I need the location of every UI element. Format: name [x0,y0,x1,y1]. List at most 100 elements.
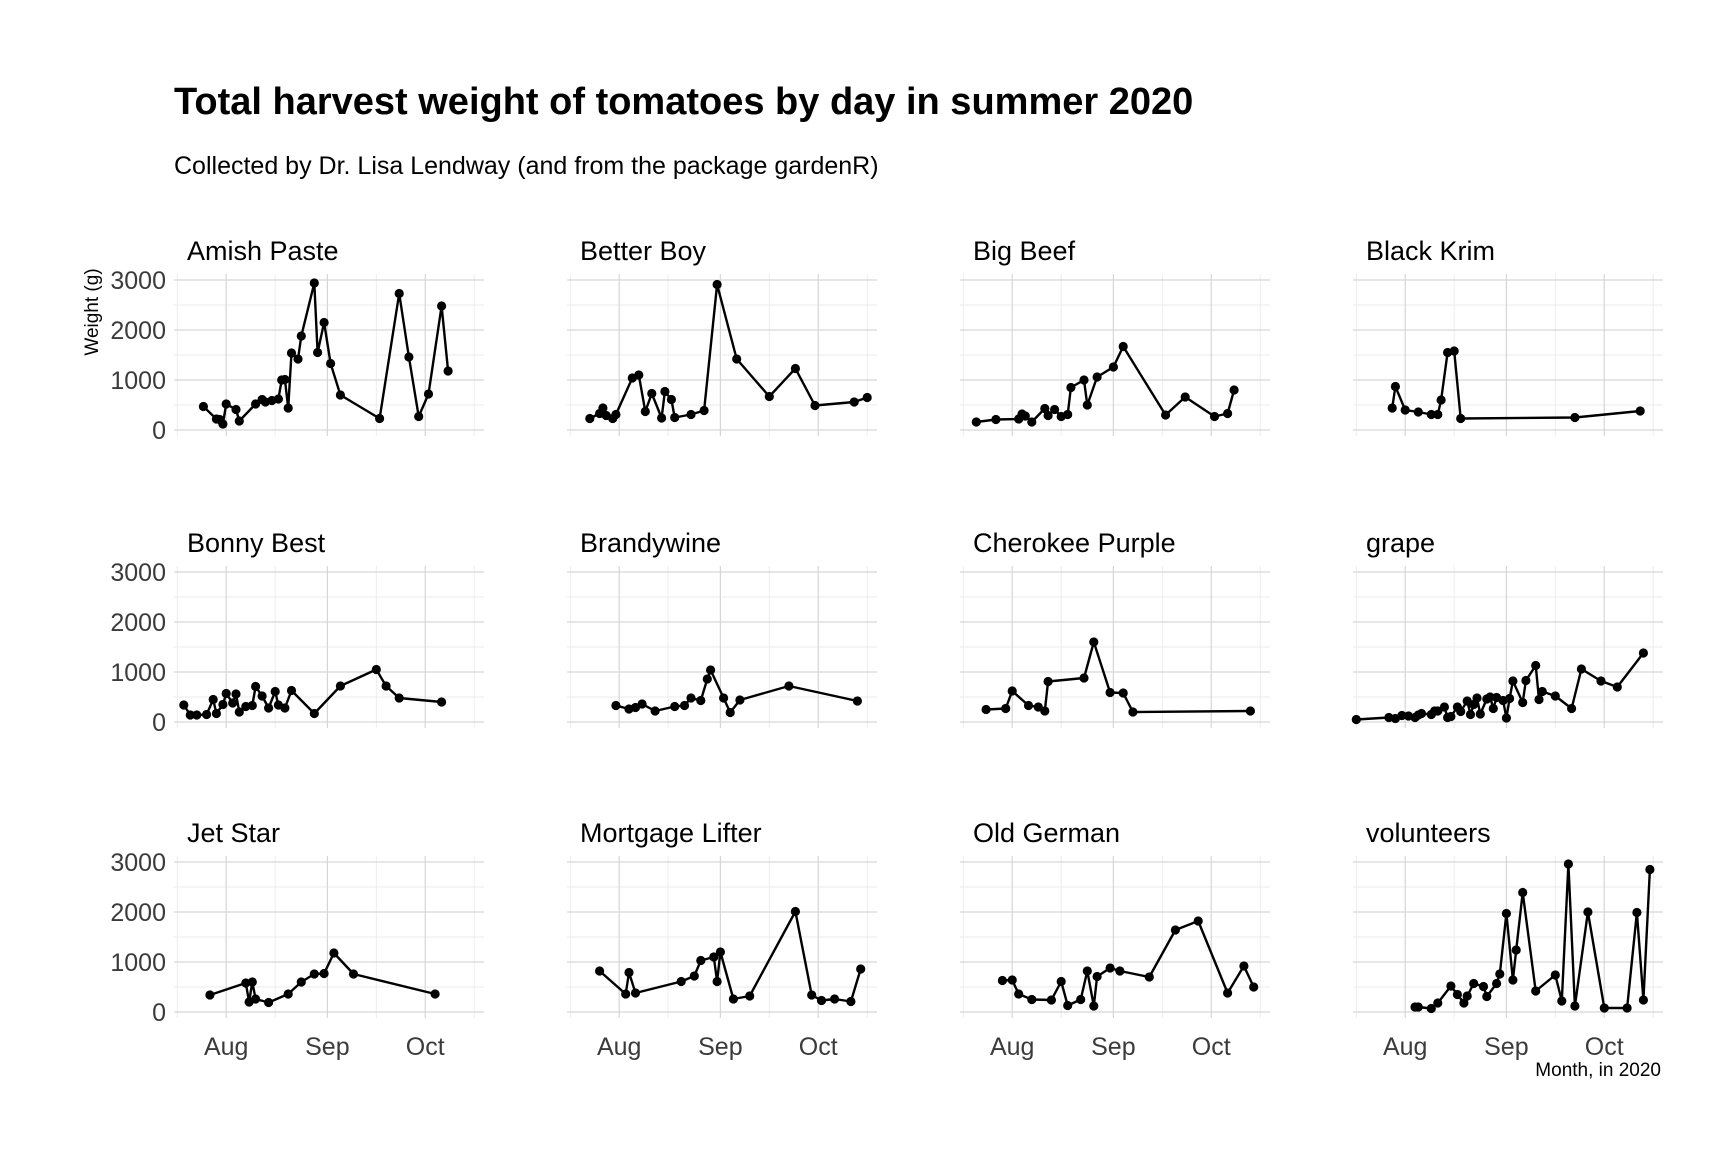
data-point [856,964,866,974]
data-point [689,971,699,981]
data-point [1531,660,1541,671]
y-tick-label: 3000 [110,849,166,877]
data-point [286,685,297,696]
series-line [1002,919,1255,1008]
data-point [732,354,742,364]
data-point [1433,706,1443,716]
x-tick-label: Sep [698,1033,742,1061]
facet-panel-8: Jet Star 0 1000 2000 3000 Aug Sep Oct [110,818,484,1061]
data-point [1521,675,1531,686]
data-point [1400,405,1410,415]
data-point [1063,1000,1073,1011]
data-point [852,696,863,706]
x-tick-label: Oct [1585,1033,1624,1061]
data-point [702,674,712,684]
chart-subtitle: Collected by Dr. Lisa Lendway (and from … [174,152,879,180]
facet-label: Jet Star [187,818,280,848]
data-point [640,406,650,417]
data-point [1413,1002,1423,1012]
data-point [657,413,667,423]
data-point [198,401,208,412]
data-point [1076,994,1086,1005]
data-point [670,701,680,712]
data-point [423,389,434,399]
data-point [1014,989,1024,999]
data-point [712,279,722,290]
data-point [1082,400,1092,410]
data-point [784,681,794,691]
data-point [991,414,1001,425]
facet-label: Old German [973,818,1120,848]
data-point [1511,945,1521,955]
data-point [1501,713,1511,723]
data-point [280,374,290,385]
y-tick-label: 3000 [110,559,166,587]
data-point [598,403,608,413]
data-point [319,317,329,328]
data-point [679,700,690,711]
data-point [1056,976,1066,987]
facet-label: Amish Paste [187,236,339,266]
data-point [286,348,297,358]
data-point [309,969,319,979]
data-point [251,399,261,409]
series-line [1391,349,1641,420]
data-point [1170,925,1180,935]
data-point [1105,963,1115,973]
facet-label: Better Boy [580,236,707,266]
data-point [192,710,202,720]
data-point [686,693,696,703]
series-line [976,345,1236,424]
data-point [712,976,722,987]
data-point [1612,682,1622,692]
data-point [1007,975,1017,985]
facet-label: grape [1366,528,1435,558]
data-point [381,681,391,691]
data-point [1433,998,1443,1008]
data-point [862,392,872,403]
data-point [1223,988,1233,998]
data-point [1115,966,1125,976]
data-point [1638,648,1648,658]
facet-label: volunteers [1366,818,1491,848]
facet-panel-2: Big Beef [960,236,1270,436]
data-point [1079,673,1089,683]
series-line [1415,862,1652,1010]
facet-panel-11: volunteers Aug Sep Oct [1353,818,1663,1061]
data-point [1452,989,1462,1000]
data-point [430,989,440,999]
data-point [1501,908,1511,919]
y-axis-title: Weight (g) [82,268,103,355]
x-tick-label: Oct [406,1033,445,1061]
data-point [1027,994,1037,1005]
data-point [666,394,677,405]
data-point [699,405,709,416]
data-point [1180,392,1190,402]
data-point [816,995,827,1006]
data-point [676,976,686,987]
data-point [1456,413,1466,424]
data-point [348,969,359,979]
data-point [1478,981,1489,992]
data-point [234,416,244,426]
data-point [251,994,261,1004]
data-point [394,288,404,299]
data-point [1050,404,1060,415]
data-point [202,709,212,720]
data-point [725,707,735,718]
data-point [1596,676,1606,686]
data-point [247,977,257,987]
data-point [335,390,345,400]
data-point [630,988,641,998]
data-point [208,694,218,705]
data-point [1456,706,1466,717]
data-point [1193,916,1203,926]
data-point [205,990,215,1000]
x-tick-label: Oct [1192,1033,1231,1061]
data-point [1436,395,1446,405]
data-point [1089,637,1099,647]
data-point [1469,978,1479,989]
x-axis-title: Month, in 2020 [1535,1060,1661,1081]
data-point [218,419,228,429]
data-point [437,697,447,707]
